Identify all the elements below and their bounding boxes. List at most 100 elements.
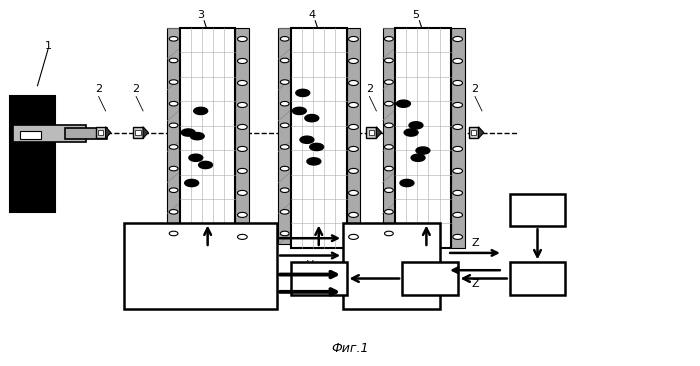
Bar <box>125 223 277 309</box>
Text: 8: 8 <box>533 203 542 217</box>
Circle shape <box>384 80 393 84</box>
Circle shape <box>400 179 414 187</box>
Circle shape <box>280 37 289 41</box>
Text: VI: VI <box>305 277 315 288</box>
Circle shape <box>453 124 463 130</box>
Circle shape <box>280 58 289 63</box>
Circle shape <box>453 102 463 108</box>
Text: III: III <box>306 224 314 234</box>
Bar <box>235 28 249 248</box>
Text: III: III <box>265 260 274 270</box>
Circle shape <box>309 143 323 150</box>
Circle shape <box>453 37 463 41</box>
Circle shape <box>296 89 309 97</box>
Text: 7: 7 <box>386 257 397 275</box>
Circle shape <box>384 188 393 193</box>
Polygon shape <box>143 127 148 138</box>
Text: III,IV: III,IV <box>322 230 344 240</box>
Text: I, II: I, II <box>433 230 449 240</box>
Text: 2: 2 <box>471 84 479 94</box>
Circle shape <box>199 161 213 169</box>
Circle shape <box>384 101 393 106</box>
Circle shape <box>453 146 463 152</box>
Circle shape <box>453 168 463 173</box>
Bar <box>65 128 107 139</box>
Bar <box>468 127 479 138</box>
Circle shape <box>280 123 289 128</box>
Circle shape <box>189 154 203 161</box>
Text: 2: 2 <box>132 84 140 94</box>
Circle shape <box>169 80 178 84</box>
Circle shape <box>349 124 358 130</box>
Circle shape <box>293 107 307 115</box>
Text: 9: 9 <box>533 272 542 285</box>
Circle shape <box>349 234 358 239</box>
Bar <box>510 262 566 295</box>
Circle shape <box>237 234 247 239</box>
Circle shape <box>280 166 289 171</box>
Circle shape <box>169 210 178 214</box>
Circle shape <box>384 58 393 63</box>
Circle shape <box>194 107 208 115</box>
Circle shape <box>185 179 199 187</box>
Circle shape <box>453 190 463 195</box>
Circle shape <box>453 212 463 217</box>
Circle shape <box>169 231 178 236</box>
Text: IV: IV <box>264 277 274 288</box>
Bar <box>367 127 377 138</box>
Text: 6: 6 <box>195 257 206 275</box>
Circle shape <box>404 129 418 136</box>
Text: IV: IV <box>305 241 315 251</box>
Polygon shape <box>377 127 382 138</box>
Circle shape <box>453 59 463 64</box>
Bar <box>20 131 41 139</box>
Bar <box>96 127 106 138</box>
Circle shape <box>349 102 358 108</box>
Circle shape <box>384 145 393 149</box>
Text: V: V <box>307 260 314 270</box>
Text: I, II: I, II <box>216 230 232 240</box>
Circle shape <box>169 123 178 128</box>
Circle shape <box>280 210 289 214</box>
Bar <box>98 130 104 135</box>
Circle shape <box>237 168 247 173</box>
Circle shape <box>349 190 358 195</box>
Circle shape <box>237 212 247 217</box>
Bar <box>135 130 141 135</box>
Circle shape <box>169 166 178 171</box>
Circle shape <box>384 123 393 128</box>
Text: 10: 10 <box>421 272 439 285</box>
Text: 2: 2 <box>95 84 102 94</box>
Text: 5: 5 <box>412 10 419 20</box>
Circle shape <box>384 231 393 236</box>
Circle shape <box>300 136 314 143</box>
Circle shape <box>384 166 393 171</box>
Bar <box>13 125 86 142</box>
Bar <box>343 223 440 309</box>
Bar <box>10 97 55 212</box>
Text: Фиг.1: Фиг.1 <box>331 342 369 355</box>
Bar <box>402 262 458 295</box>
Circle shape <box>349 81 358 86</box>
Bar <box>346 28 360 248</box>
Polygon shape <box>479 127 484 138</box>
Circle shape <box>169 37 178 41</box>
Bar <box>291 262 346 295</box>
Text: I: I <box>271 224 274 234</box>
Bar <box>383 28 395 244</box>
Circle shape <box>349 59 358 64</box>
Bar <box>451 28 465 248</box>
Bar <box>395 28 451 248</box>
Bar <box>470 130 477 135</box>
Circle shape <box>349 37 358 41</box>
Bar <box>133 127 143 138</box>
Circle shape <box>237 59 247 64</box>
Circle shape <box>416 147 430 154</box>
Text: Z: Z <box>471 238 479 247</box>
Circle shape <box>349 212 358 217</box>
Circle shape <box>349 168 358 173</box>
Circle shape <box>305 115 318 122</box>
Text: 1: 1 <box>44 41 51 51</box>
Bar <box>279 28 291 244</box>
Text: 2: 2 <box>366 84 373 94</box>
